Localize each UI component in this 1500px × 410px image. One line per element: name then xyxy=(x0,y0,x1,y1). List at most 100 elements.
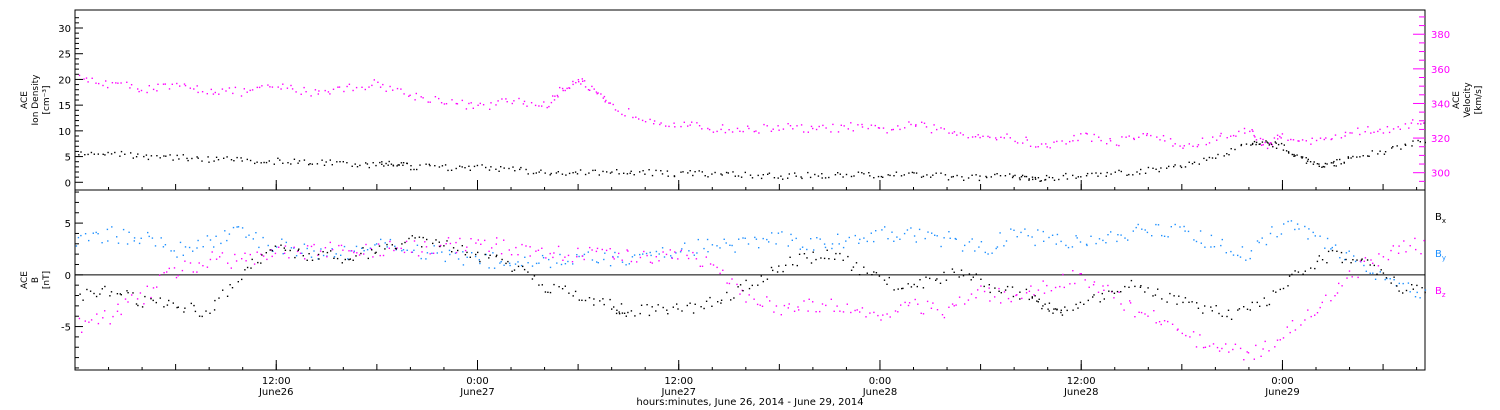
bx-series-point xyxy=(86,288,88,291)
bx-series-point xyxy=(1382,272,1385,274)
bx-series-point xyxy=(1048,302,1051,304)
by-series-point xyxy=(462,251,464,253)
by-series-point xyxy=(426,252,429,254)
velocity-series-point xyxy=(962,134,964,136)
by-series-point xyxy=(918,228,921,231)
velocity-series-point xyxy=(624,115,626,117)
bx-series-point xyxy=(231,287,234,289)
by-series-point xyxy=(899,238,901,240)
bx-series-point xyxy=(980,278,982,280)
density-label-line: [cm⁻³] xyxy=(42,85,52,114)
density-series-point xyxy=(963,179,965,181)
bx-series-point xyxy=(294,256,296,259)
density-series-point xyxy=(107,151,109,154)
by-series-point xyxy=(1187,230,1190,233)
by-series-point xyxy=(559,253,561,256)
b-label-line: B xyxy=(31,277,41,283)
by-series-point xyxy=(1034,244,1036,247)
bx-series-point xyxy=(910,286,913,288)
bz-series-point xyxy=(1181,332,1183,335)
density-series-point xyxy=(325,161,327,163)
bx-series-point xyxy=(745,279,747,282)
bx-series xyxy=(79,235,1426,320)
bx-series-point xyxy=(99,293,101,295)
by-series-point xyxy=(781,231,783,233)
velocity-series-point xyxy=(1305,140,1307,142)
by-series-point xyxy=(936,235,938,237)
bz-series-point xyxy=(1189,336,1191,338)
velocity-series-point xyxy=(830,131,832,133)
bz-series-point xyxy=(726,282,728,284)
density-series-point xyxy=(293,158,296,160)
velocity-series-point xyxy=(183,83,186,85)
velocity-series-point xyxy=(1417,123,1419,125)
bx-series-point xyxy=(1056,309,1058,311)
velocity-series-point xyxy=(479,102,481,105)
density-series-point xyxy=(689,170,691,172)
velocity-series-point xyxy=(653,120,656,122)
density-series-point xyxy=(1037,177,1040,179)
bx-series-point xyxy=(127,292,129,294)
velocity-series-point xyxy=(1183,145,1185,147)
bx-series-point xyxy=(152,299,154,302)
bz-series-point xyxy=(310,245,313,248)
bx-series-point xyxy=(349,258,351,260)
by-series-point xyxy=(1098,238,1101,240)
by-series-point xyxy=(725,242,727,244)
density-series-point xyxy=(508,167,510,170)
bx-series-point xyxy=(386,243,388,246)
bz-series-point xyxy=(643,250,645,253)
density-series-point xyxy=(1312,163,1315,165)
by-series-point xyxy=(1225,252,1227,254)
density-series-point xyxy=(861,172,863,174)
bz-series-point xyxy=(686,254,688,257)
density-series-point xyxy=(379,161,381,164)
by-series-point xyxy=(176,256,178,258)
bx-series-point xyxy=(726,291,728,294)
density-series-point xyxy=(1307,158,1309,161)
velocity-series-point xyxy=(171,83,173,85)
velocity-series-point xyxy=(126,81,128,83)
velocity-series-point xyxy=(1146,134,1148,137)
bx-series-point xyxy=(1398,290,1400,292)
velocity-series-point xyxy=(408,95,410,97)
density-series-point xyxy=(687,172,689,174)
bx-series-point xyxy=(1291,273,1293,276)
density-series-point xyxy=(372,162,374,164)
density-series-point xyxy=(1340,163,1342,165)
density-series-point xyxy=(809,176,812,179)
bx-series-point xyxy=(190,302,192,305)
by-series-point xyxy=(1280,233,1283,235)
density-series-point xyxy=(1240,143,1243,146)
density-series-point xyxy=(217,159,220,161)
bx-series-point xyxy=(348,258,350,261)
velocity-series-point xyxy=(1423,122,1425,124)
by-series-point xyxy=(1086,244,1088,247)
density-series-point xyxy=(308,163,310,166)
by-series-point xyxy=(903,232,906,235)
bz-series-point xyxy=(1192,331,1195,333)
bx-series-point xyxy=(484,253,486,256)
density-series-point xyxy=(1097,175,1099,177)
density-series-point xyxy=(666,170,669,172)
velocity-series-point xyxy=(1344,131,1347,134)
bz-series-point xyxy=(773,311,775,313)
bx-series-point xyxy=(541,284,543,286)
velocity-series-point xyxy=(295,91,297,93)
by-series-point xyxy=(1307,238,1309,240)
density-series-point xyxy=(821,173,823,175)
bz-series-point xyxy=(646,254,648,257)
bz-series-point xyxy=(948,306,950,308)
velocity-series-point xyxy=(948,132,950,134)
bx-series-point xyxy=(1340,251,1343,254)
bz-series-point xyxy=(84,320,86,322)
by-series-point xyxy=(1116,240,1118,243)
velocity-series-point xyxy=(1169,138,1172,140)
by-series-point xyxy=(931,232,933,234)
velocity-series-point xyxy=(1230,135,1232,137)
bx-series-point xyxy=(866,272,868,274)
x-tick-time: 0:00 xyxy=(869,376,891,387)
by-series-point xyxy=(625,264,627,266)
by-series-point xyxy=(560,263,563,266)
bz-series-point xyxy=(342,249,344,251)
